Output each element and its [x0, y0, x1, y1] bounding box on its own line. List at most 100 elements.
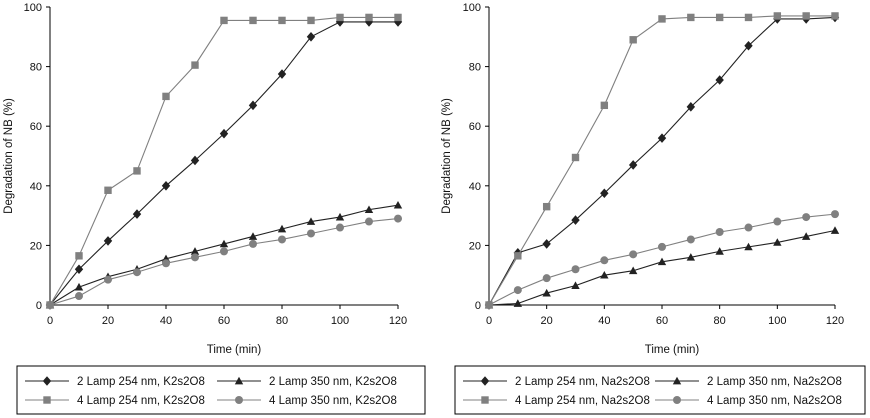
legend-marker-triangle: [234, 376, 244, 385]
data-point-triangle: [657, 257, 667, 266]
x-tick-label: 0: [486, 315, 492, 327]
data-point-triangle: [74, 282, 84, 291]
x-tick-label: 60: [656, 315, 668, 327]
data-point-diamond: [103, 236, 113, 246]
data-point-diamond: [161, 181, 171, 191]
y-axis-label: Degradation of NB (%): [3, 98, 15, 214]
data-point-circle: [365, 217, 373, 226]
data-point-circle: [133, 268, 141, 277]
x-tick-label: 100: [331, 315, 349, 327]
legend-label: 2 Lamp 254 nm, K2s2O8: [77, 376, 205, 388]
data-point-diamond: [277, 69, 287, 79]
data-point-circle: [249, 239, 257, 248]
data-point-square: [715, 13, 724, 22]
y-tick-label: 80: [469, 62, 481, 74]
data-point-circle: [278, 235, 286, 244]
data-point-circle: [542, 274, 551, 283]
data-point-square: [773, 12, 782, 20]
x-tick-label: 0: [47, 315, 53, 327]
series-line-square: [49, 16, 398, 306]
chart-left-k2s2o8: 0 20 40 60 80 100 0 20 40 60 80 100 120 Time (min) Deg…: [3, 2, 426, 415]
legend-label: 2 Lamp 350 nm, Na2s2O8: [707, 376, 842, 388]
series-line-triangle: [488, 229, 836, 306]
data-point-circle: [715, 227, 724, 236]
x-tick-label: 60: [218, 315, 230, 327]
data-point-square: [220, 16, 228, 25]
legend-marker-square: [43, 396, 51, 404]
data-point-circle: [686, 235, 695, 244]
data-point-square: [191, 61, 199, 69]
data-point-circle: [744, 223, 753, 232]
x-tick-label: 80: [714, 315, 726, 327]
data-point-diamond: [628, 160, 638, 170]
data-point-diamond: [686, 102, 696, 112]
legend-marker-diamond: [480, 376, 490, 386]
x-tick-label: 20: [541, 315, 553, 327]
y-tick-label: 20: [469, 240, 481, 252]
data-point-square: [514, 252, 522, 260]
data-point-triangle: [393, 200, 403, 209]
data-point-square: [162, 92, 170, 101]
data-point-square: [133, 167, 141, 175]
x-tick-label: 40: [598, 315, 610, 327]
data-point-circle: [75, 292, 83, 301]
series-line-diamond: [49, 21, 398, 306]
y-tick-label: 80: [30, 62, 42, 74]
data-point-triangle: [219, 239, 229, 248]
data-point-circle: [162, 259, 170, 268]
data-point-diamond: [132, 209, 142, 219]
legend-marker-square: [481, 396, 489, 404]
legend-marker-diamond: [42, 376, 52, 386]
legend-marker-circle: [673, 396, 681, 404]
data-point-square: [307, 16, 315, 25]
x-tick-label: 20: [102, 315, 114, 327]
y-tick-label: 20: [30, 240, 42, 252]
data-point-triangle: [306, 217, 316, 225]
legend-label: 4 Lamp 254 nm, K2s2O8: [77, 395, 205, 407]
x-tick-label: 120: [389, 315, 407, 327]
data-point-diamond: [219, 128, 229, 139]
data-point-diamond: [542, 239, 551, 249]
data-point-circle: [513, 286, 522, 295]
data-point-diamond: [657, 133, 667, 143]
data-point-square: [831, 12, 839, 20]
data-point-diamond: [248, 100, 258, 111]
data-point-diamond: [190, 155, 200, 166]
data-point-circle: [773, 217, 782, 226]
data-point-circle: [191, 253, 199, 262]
data-point-square: [744, 13, 753, 22]
data-point-triangle: [513, 299, 523, 307]
y-tick-label: 100: [24, 2, 42, 14]
legend-marker-circle: [235, 396, 243, 404]
x-tick-label: 120: [826, 315, 844, 327]
data-point-triangle: [773, 238, 782, 246]
legend-box: [454, 365, 866, 415]
data-point-triangle: [830, 226, 840, 234]
data-point-diamond: [306, 32, 316, 42]
legend-label: 4 Lamp 350 nm, K2s2O8: [269, 395, 397, 407]
legend-box: [16, 365, 426, 415]
legend-label: 2 Lamp 350 nm, K2s2O8: [269, 376, 397, 388]
data-point-circle: [104, 275, 112, 284]
y-tick-label: 40: [30, 181, 42, 193]
y-tick-label: 40: [469, 181, 481, 193]
legend-label: 2 Lamp 254 nm, Na2s2O8: [515, 376, 650, 388]
data-point-triangle: [277, 224, 287, 233]
data-point-diamond: [600, 188, 609, 199]
x-axis-label: Time (min): [645, 344, 700, 356]
data-point-square: [394, 13, 402, 22]
data-point-triangle: [542, 288, 551, 297]
series-line-circle: [49, 218, 399, 306]
data-point-circle: [485, 301, 493, 309]
data-point-square: [571, 153, 580, 162]
y-tick-label: 100: [463, 2, 481, 14]
y-tick-label: 60: [30, 121, 42, 133]
data-point-triangle: [744, 242, 753, 251]
data-point-diamond: [571, 215, 580, 225]
y-axis-label: Degradation of NB (%): [441, 98, 453, 214]
data-point-triangle: [248, 232, 258, 240]
data-point-circle: [658, 242, 666, 251]
data-point-square: [278, 16, 286, 25]
data-point-square: [542, 202, 551, 211]
